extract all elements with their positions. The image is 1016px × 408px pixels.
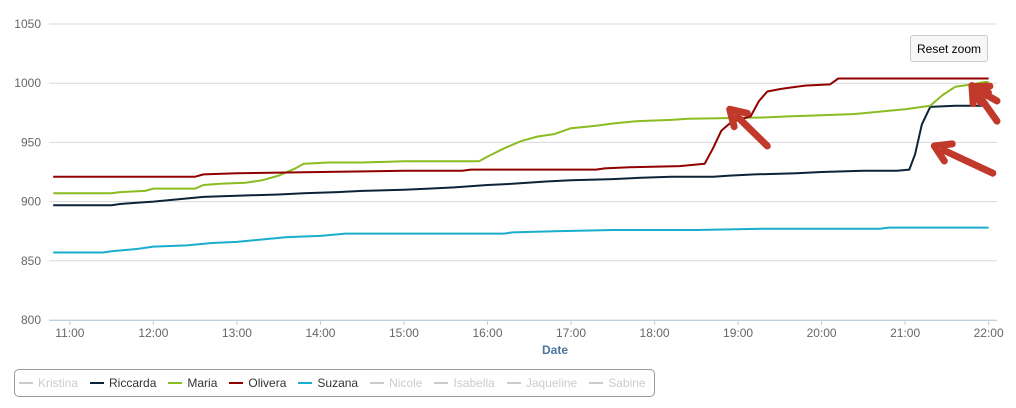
x-tick-label: 16:00 xyxy=(472,326,502,340)
legend-item-jaqueline[interactable]: Jaqueline xyxy=(506,376,578,390)
annotation-arrow xyxy=(930,140,997,177)
reset-zoom-button[interactable]: Reset zoom xyxy=(910,35,988,62)
legend-label: Jaqueline xyxy=(525,376,578,390)
legend-item-isabella[interactable]: Isabella xyxy=(434,376,495,390)
legend-item-maria[interactable]: Maria xyxy=(168,376,217,390)
series-line-maria[interactable] xyxy=(53,81,989,195)
legend-swatch xyxy=(434,382,449,384)
legend-item-kristina[interactable]: Kristina xyxy=(19,376,78,390)
y-tick-label: 850 xyxy=(21,254,41,268)
legend-label: Sabine xyxy=(608,376,646,390)
legend-item-olivera[interactable]: Olivera xyxy=(229,376,286,390)
x-tick-label: 22:00 xyxy=(974,326,1004,340)
y-tick-label: 800 xyxy=(21,313,41,327)
x-axis-title: Date xyxy=(542,343,568,357)
series-line-suzana[interactable] xyxy=(53,226,989,254)
annotation-arrow xyxy=(968,82,1001,107)
legend-swatch xyxy=(229,382,244,384)
legend-swatch xyxy=(298,382,313,384)
legend-swatch xyxy=(589,382,604,384)
x-tick-label: 18:00 xyxy=(640,326,670,340)
x-axis: 11:00 12:00 13:00 14:00 15:00 16:00 17:00 18:00… xyxy=(49,320,1004,340)
annotation-arrows xyxy=(726,82,1001,177)
series-line-olivera[interactable] xyxy=(53,77,989,178)
legend-label: Kristina xyxy=(38,376,79,390)
legend-swatch xyxy=(90,382,105,384)
legend-item-sabine[interactable]: Sabine xyxy=(589,376,646,390)
series-lines xyxy=(53,77,989,254)
x-tick-label: 13:00 xyxy=(222,326,252,340)
legend-swatch xyxy=(19,382,33,384)
x-tick-label: 15:00 xyxy=(389,326,419,340)
legend-item-suzana[interactable]: Suzana xyxy=(298,376,358,390)
legend-label: Maria xyxy=(187,376,218,390)
legend-item-riccarda[interactable]: Riccarda xyxy=(90,376,156,390)
y-axis-ticks: 800 850 900 950 1000 1050 xyxy=(14,17,41,327)
legend-swatch xyxy=(168,382,183,384)
chart-legend: Kristina Riccarda Maria Olivera Suzana Nicole… xyxy=(14,369,655,397)
x-tick-label: 20:00 xyxy=(807,326,837,340)
x-tick-label: 12:00 xyxy=(138,326,168,340)
series-line-riccarda[interactable] xyxy=(53,104,989,207)
legend-label: Suzana xyxy=(317,376,359,390)
y-tick-label: 950 xyxy=(21,135,41,149)
x-tick-label: 21:00 xyxy=(890,326,920,340)
x-tick-label: 11:00 xyxy=(55,326,84,340)
x-tick-label: 19:00 xyxy=(723,326,753,340)
legend-label: Nicole xyxy=(389,376,423,390)
annotation-arrow xyxy=(726,105,771,150)
legend-label: Isabella xyxy=(453,376,495,390)
y-tick-label: 900 xyxy=(21,195,41,209)
x-tick-label: 14:00 xyxy=(305,326,335,340)
legend-swatch xyxy=(506,382,521,384)
y-tick-label: 1000 xyxy=(14,76,41,90)
legend-item-nicole[interactable]: Nicole xyxy=(370,376,422,390)
x-tick-label: 17:00 xyxy=(556,326,586,340)
y-tick-label: 1050 xyxy=(14,17,41,31)
legend-label: Riccarda xyxy=(109,376,157,390)
legend-label: Olivera xyxy=(248,376,287,390)
legend-swatch xyxy=(370,382,385,384)
